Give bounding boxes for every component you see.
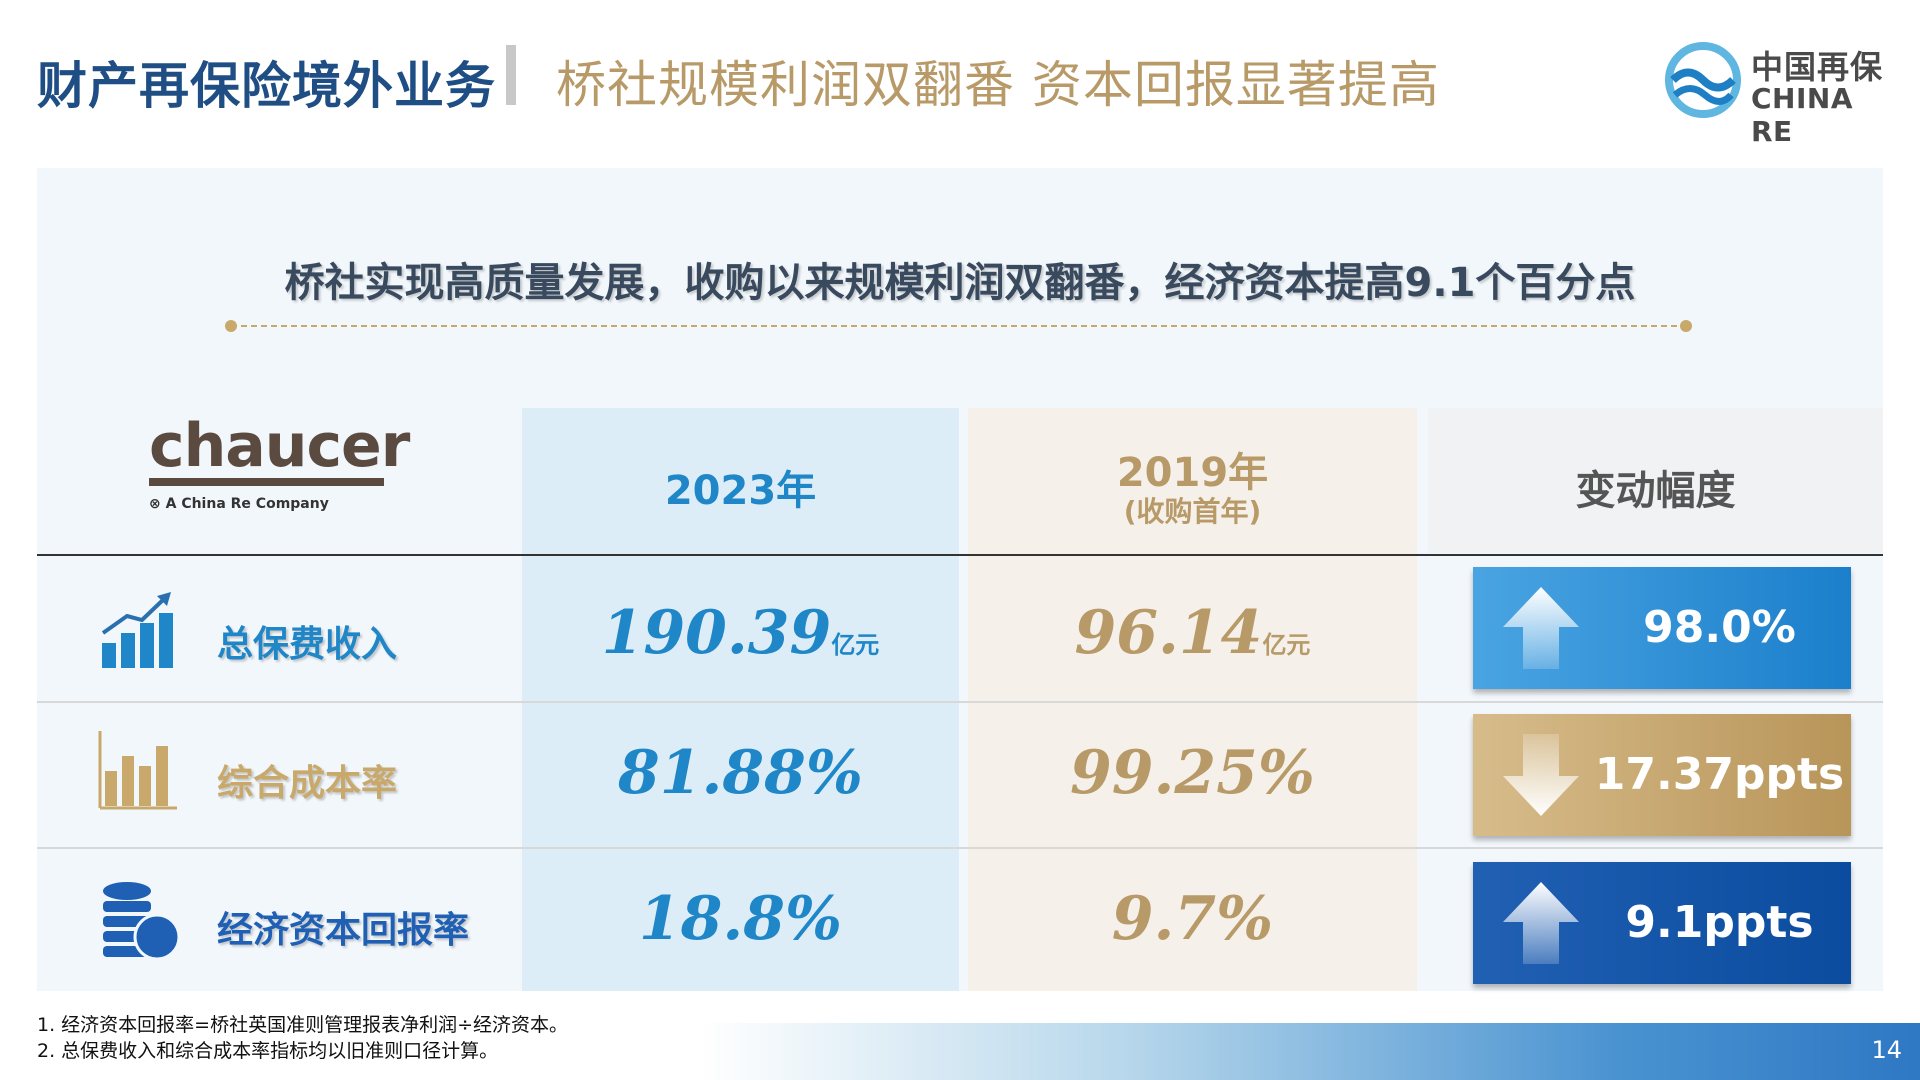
arrow-down-icon [1503, 734, 1579, 816]
dashed-divider [231, 325, 1687, 327]
chaucer-logo: chaucer ⊗ A China Re Company [149, 411, 410, 512]
content-panel: 桥社实现高质量发展，收购以来规模利润双翻番，经济资本提高9.1个百分点 chau… [37, 168, 1883, 991]
row-label-premium: 总保费收入 [217, 624, 398, 665]
column-2023-bg [522, 408, 959, 991]
footnotes: 1. 经济资本回报率=桥社英国准则管理报表净利润÷经济资本。 2. 总保费收入和… [37, 1012, 568, 1064]
bar-chart-growth-icon [101, 592, 173, 668]
arrow-up-icon [1503, 882, 1579, 964]
chaucer-wordmark: chaucer [149, 411, 410, 481]
page-number: 14 [1871, 1036, 1902, 1064]
coins-stack-icon [103, 882, 181, 961]
header-change: 变动幅度 [1575, 468, 1736, 514]
logo-english: CHINA RE [1751, 82, 1854, 148]
value-2019-roe: 9.7% [1111, 884, 1274, 954]
value-2023-combined-ratio: 81.88% [618, 738, 863, 808]
row-divider [37, 847, 1883, 849]
title-divider [506, 45, 516, 105]
chaucer-underline [149, 478, 384, 486]
chaucer-tagline: ⊗ A China Re Company [149, 496, 329, 512]
change-value-combined-ratio: 17.37ppts [1594, 749, 1845, 800]
value-2019-premium: 96.14亿元 [1074, 598, 1311, 668]
header-rule [37, 554, 1883, 556]
page-subtitle: 桥社规模利润双翻番 资本回报显著提高 [556, 56, 1440, 114]
row-label-roe: 经济资本回报率 [217, 910, 470, 951]
divider-dot-right [1680, 320, 1692, 332]
change-badge-premium: 98.0% [1473, 567, 1851, 689]
header-2019: 2019年 [1116, 450, 1269, 496]
row-label-combined-ratio: 综合成本率 [217, 763, 398, 804]
china-re-mini-icon: ⊗ [149, 496, 166, 512]
value-2023-roe: 18.8% [638, 884, 843, 954]
column-2019-bg [968, 408, 1417, 991]
value-2023-premium: 190.39亿元 [601, 598, 880, 668]
header-2023: 2023年 [664, 468, 817, 514]
change-badge-roe: 9.1ppts [1473, 862, 1851, 984]
value-2019-combined-ratio: 99.25% [1070, 738, 1315, 808]
footer-gradient-bar [700, 1023, 1920, 1080]
footnote-2: 2. 总保费收入和综合成本率指标均以旧准则口径计算。 [37, 1040, 499, 1062]
arrow-up-icon [1503, 587, 1579, 669]
china-re-logo: 中国再保 CHINA RE [1663, 40, 1893, 148]
column-change-header-bg [1428, 408, 1883, 553]
bar-chart-gold-icon [98, 731, 177, 810]
headline: 桥社实现高质量发展，收购以来规模利润双翻番，经济资本提高9.1个百分点 [284, 260, 1636, 306]
divider-dot-left [225, 320, 237, 332]
change-badge-combined-ratio: 17.37ppts [1473, 714, 1851, 836]
page-title: 财产再保险境外业务 [37, 57, 496, 115]
row-divider [37, 701, 1883, 703]
change-value-roe: 9.1ppts [1625, 897, 1814, 948]
header-2019-note: (收购首年) [1123, 495, 1262, 528]
change-value-premium: 98.0% [1643, 602, 1796, 653]
china-re-wave-icon [1665, 42, 1741, 118]
footnote-1: 1. 经济资本回报率=桥社英国准则管理报表净利润÷经济资本。 [37, 1014, 569, 1036]
logo-chinese: 中国再保 [1751, 48, 1884, 86]
